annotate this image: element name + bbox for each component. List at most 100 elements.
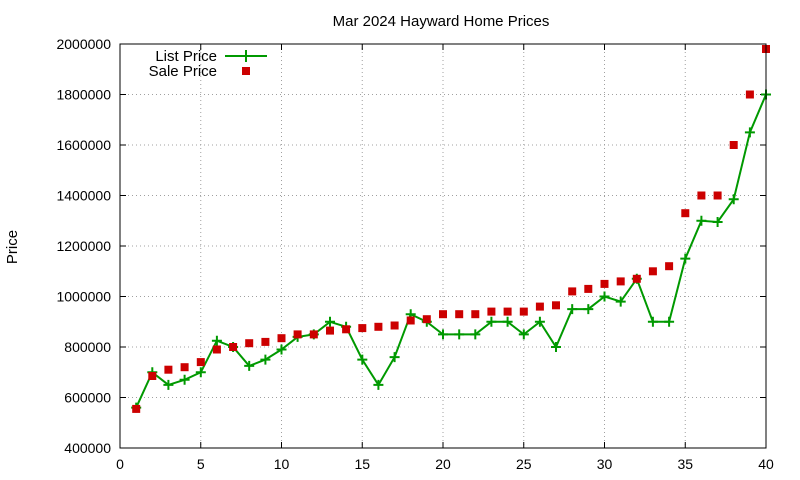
sale-price-point [584,284,593,293]
grid-lines [120,44,766,448]
sale-price-point [148,372,157,380]
x-tick-label: 35 [677,456,693,472]
list-price-point [470,329,481,340]
list-price-point [664,316,675,327]
list-price-point [325,316,335,327]
list-price-point [647,316,658,327]
list-price-point [551,342,561,352]
x-tick-label: 0 [116,456,124,472]
list-price-point [534,316,545,327]
sale-price-point [180,363,189,372]
data-series [131,45,771,413]
sale-price-point [132,404,141,413]
sale-price-point [455,310,464,319]
legend-list-price-marker [240,50,252,62]
sale-price-point [326,326,334,335]
y-tick-label: 600000 [64,390,111,406]
list-price-point [615,296,626,307]
sale-price-point [519,307,528,316]
y-tick-label: 2000000 [56,36,111,52]
y-tick-label: 1200000 [56,238,111,254]
list-price-point [518,329,529,340]
sale-price-point [261,337,270,346]
list-price-point [373,379,384,390]
sale-price-point [697,191,706,200]
sale-price-point [358,324,367,333]
axis-ticks: 400000 600000 800000 1000000 1200000 1400000 1… [56,36,774,472]
list-price-point [502,316,513,327]
sale-price-point [665,262,674,271]
x-tick-label: 40 [758,456,774,472]
sale-price-point [568,287,577,296]
sale-price-point [342,325,351,334]
y-tick-label: 1000000 [56,289,111,305]
legend-list-price-label: List Price [155,48,217,65]
list-price-point [389,352,400,363]
list-price-point [583,304,594,315]
sale-price-point [212,345,221,354]
sale-price-point [293,330,302,339]
list-price-point [728,194,739,205]
sale-price-point [745,90,754,99]
sale-price-point [503,307,512,316]
list-price-point [712,217,723,227]
list-price-point [357,354,368,365]
sale-price-point [164,365,173,374]
sale-price-point [552,301,560,310]
list-price-point [599,291,610,302]
x-tick-label: 15 [354,456,370,472]
sale-price-point [422,315,431,324]
sale-price-point [390,321,399,330]
list-price-point [696,215,707,226]
sale-price-point [471,310,480,319]
x-tick-label: 30 [597,456,613,472]
list-price-point [567,304,578,315]
sale-price-point [196,358,205,367]
sale-price-point [600,279,609,288]
list-price-point [179,374,190,385]
list-price-point [438,329,448,340]
x-tick-label: 10 [274,456,290,472]
sale-price-point [487,307,496,316]
sale-price-point [277,334,286,343]
list-price-point [163,379,174,390]
legend: List Price Sale Price [149,48,267,80]
sale-price-point [648,267,657,276]
plot-frame [119,43,767,449]
sale-price-point [713,191,722,200]
sale-price-point [374,322,383,331]
list-price-point [744,127,755,138]
sale-price-point [439,310,447,319]
y-tick-label: 800000 [64,339,111,355]
list-price-point [276,344,287,355]
sale-price-point [309,330,318,339]
sale-price-point [616,277,625,286]
x-tick-label: 5 [197,456,205,472]
legend-sale-price-label: Sale Price [149,63,217,80]
list-price-point [454,329,465,340]
list-price-point [680,253,691,264]
x-tick-label: 25 [516,456,532,472]
y-tick-label: 400000 [64,440,111,456]
sale-price-point [632,274,641,283]
list-price-point [244,360,255,371]
y-tick-label: 1400000 [56,188,111,204]
legend-sale-price-marker [242,67,250,75]
chart-title: Mar 2024 Hayward Home Prices [333,13,550,30]
sale-price-point [729,141,738,149]
sale-price-point [535,302,544,311]
x-tick-label: 20 [435,456,451,472]
list-price-point [195,367,206,378]
y-axis-label: Price [4,230,21,264]
y-tick-label: 1800000 [56,87,111,103]
sale-price-point [245,339,254,348]
y-tick-label: 1600000 [56,137,111,153]
sale-price-point [229,343,238,351]
list-price-point [486,316,497,327]
list-price-point [260,354,271,365]
sale-price-point [681,209,690,218]
list-price-line [135,94,767,409]
list-price-point [211,335,222,346]
sale-price-point [406,316,415,325]
